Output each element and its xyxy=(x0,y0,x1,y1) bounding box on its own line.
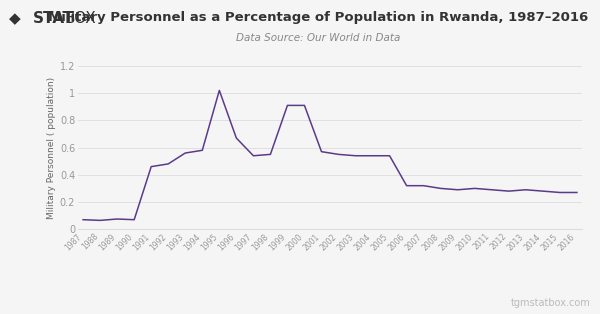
Text: Military Personnel as a Percentage of Population in Rwanda, 1987–2016: Military Personnel as a Percentage of Po… xyxy=(48,11,588,24)
Text: Data Source: Our World in Data: Data Source: Our World in Data xyxy=(236,33,400,43)
Text: tgmstatbox.com: tgmstatbox.com xyxy=(511,298,591,308)
Text: BOX: BOX xyxy=(65,11,97,26)
Y-axis label: Military Personnel ( population): Military Personnel ( population) xyxy=(47,77,56,219)
Text: STAT: STAT xyxy=(33,11,74,26)
Text: ◆: ◆ xyxy=(9,11,21,26)
